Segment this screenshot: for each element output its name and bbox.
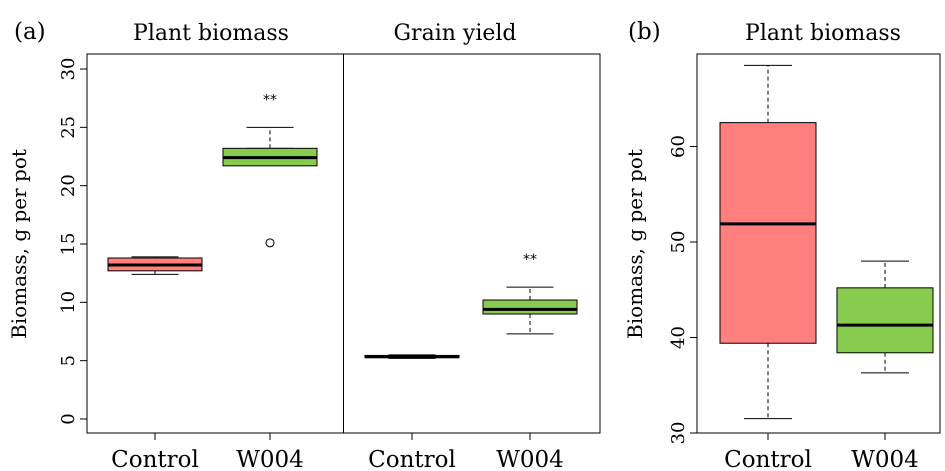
box-control	[107, 256, 203, 275]
y-tick-label: 20	[58, 174, 79, 197]
y-tick-label: 60	[668, 135, 689, 158]
panel-a-y-axis: 0 5 10 15 20 25 30	[58, 58, 88, 425]
box-control	[364, 354, 460, 359]
facet-title-grain-yield: Grain yield	[393, 21, 516, 46]
box-w004: **	[482, 252, 578, 335]
y-tick-label: 30	[668, 422, 689, 445]
box-iqr	[482, 299, 578, 315]
y-tick-label: 10	[58, 291, 79, 314]
outlier-point	[265, 238, 275, 248]
significance-annotation: **	[523, 252, 537, 268]
box-iqr	[719, 122, 817, 344]
x-tick-label: W004	[851, 447, 919, 471]
panel-b-boxes	[719, 64, 934, 420]
y-tick-label: 30	[58, 58, 79, 81]
box-control	[719, 64, 817, 420]
y-tick-label: 50	[668, 231, 689, 254]
facet-grain-yield: **	[364, 252, 578, 359]
x-tick-label: Control	[368, 447, 456, 471]
panel-b-y-axis-label: Biomass, g per pot	[623, 149, 647, 339]
box-w004: **	[222, 92, 318, 248]
panel-b: (b) Plant biomass Biomass, g per pot 30 4…	[623, 19, 941, 471]
significance-annotation: **	[263, 92, 277, 108]
panel-a-y-axis-label: Biomass, g per pot	[7, 149, 31, 339]
y-tick-label: 40	[668, 326, 689, 349]
panel-a-letter: (a)	[14, 19, 46, 45]
x-tick-label: Control	[111, 447, 199, 471]
x-tick-label: Control	[724, 447, 812, 471]
panel-b-y-axis: 30 40 50 60	[668, 135, 698, 445]
y-tick-label: 25	[58, 116, 79, 139]
y-tick-label: 5	[58, 355, 79, 366]
panel-a-boxes: ** **	[107, 92, 578, 359]
x-tick-label: W004	[496, 447, 564, 471]
x-tick-label: W004	[236, 447, 304, 471]
box-w004	[836, 260, 934, 374]
panel-b-x-axis: Control W004	[724, 433, 919, 471]
panel-a-x-axis: Control W004 Control W004	[111, 433, 564, 471]
facet-title-plant-biomass: Plant biomass	[133, 21, 289, 46]
box-iqr	[836, 287, 934, 354]
facet-plant-biomass: **	[107, 92, 318, 275]
panel-b-title: Plant biomass	[745, 21, 901, 46]
panel-b-letter: (b)	[628, 19, 661, 45]
y-tick-label: 0	[58, 413, 79, 424]
y-tick-label: 15	[58, 233, 79, 256]
panel-a: (a) Plant biomass Grain yield Biomass, g…	[7, 19, 601, 471]
